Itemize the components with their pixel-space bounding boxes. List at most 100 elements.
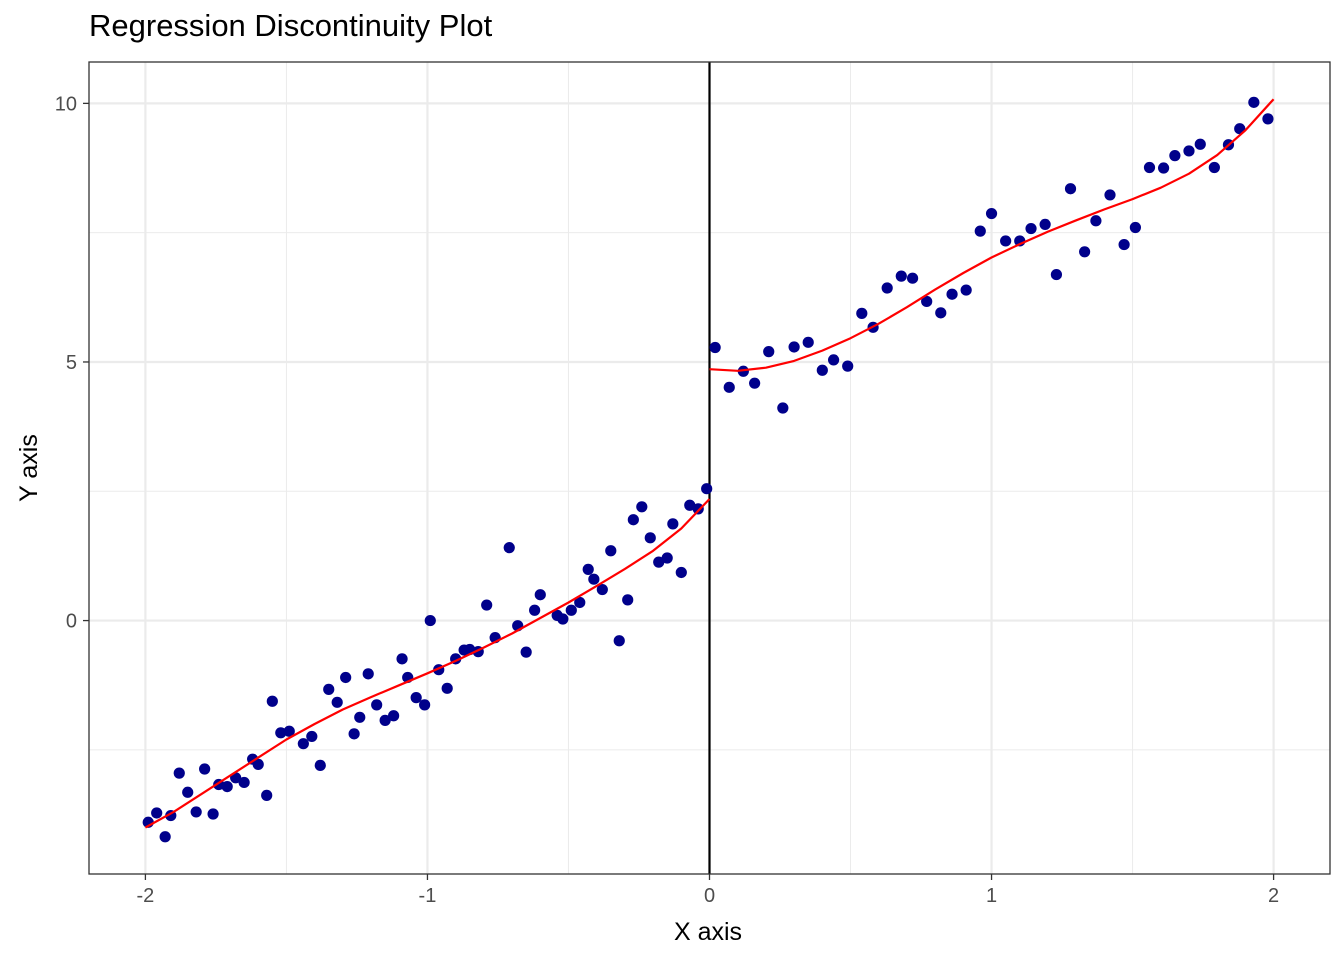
data-point [331, 696, 343, 708]
data-point [1248, 96, 1260, 108]
y-axis-title: Y axis [15, 434, 43, 502]
data-point [763, 346, 775, 358]
fit-line-right [709, 98, 1275, 372]
data-point [1194, 138, 1206, 150]
data-point [1169, 150, 1181, 162]
y-axis-ticks: 0 5 10 [55, 93, 89, 633]
data-point [314, 759, 326, 771]
data-point [1079, 246, 1091, 258]
data-point [557, 613, 569, 625]
data-point [441, 682, 453, 694]
fit-line-left [144, 498, 711, 829]
data-point [605, 545, 617, 557]
data-point [1104, 189, 1116, 201]
data-point [424, 614, 436, 627]
data-point [419, 699, 431, 711]
data-point [636, 501, 648, 513]
data-point [379, 714, 391, 726]
x-axis-title: X axis [674, 918, 742, 946]
data-point [974, 225, 986, 237]
data-point [261, 789, 273, 801]
data-point [1025, 222, 1037, 235]
data-point [1262, 113, 1274, 125]
data-point [371, 699, 383, 711]
y-tick-label: 5 [66, 352, 77, 374]
x-tick-label: 1 [986, 885, 997, 907]
fit-lines [144, 98, 1275, 829]
data-point [238, 776, 250, 789]
data-point [1000, 235, 1012, 247]
data-point [388, 710, 400, 722]
data-point [173, 767, 185, 779]
x-tick-label: -2 [137, 885, 155, 907]
data-point [935, 307, 947, 319]
data-point [802, 336, 814, 348]
data-point [881, 282, 893, 294]
data-point [199, 763, 211, 775]
chart-title: Regression Discontinuity Plot [89, 8, 493, 43]
data-point [354, 711, 366, 723]
data-point [582, 563, 594, 575]
data-point [684, 499, 696, 511]
data-point [667, 518, 679, 530]
data-point [574, 596, 586, 609]
data-point [627, 514, 639, 526]
data-point [207, 808, 219, 820]
data-point [661, 552, 673, 564]
data-point [266, 695, 278, 707]
data-point [653, 556, 665, 568]
data-point [1129, 221, 1141, 234]
data-point [596, 583, 608, 596]
data-point [520, 646, 532, 658]
data-point [1183, 145, 1195, 157]
data-point [1050, 268, 1063, 281]
data-point [895, 270, 907, 282]
data-point [252, 758, 264, 770]
data-point [221, 780, 233, 793]
data-point [362, 668, 374, 680]
data-point [182, 786, 194, 798]
data-point [396, 653, 408, 665]
data-point [190, 806, 202, 818]
x-tick-label: 0 [704, 885, 715, 907]
x-axis-ticks: -2 -1 0 1 2 [137, 874, 1279, 907]
data-point [788, 341, 800, 353]
data-point [692, 503, 704, 515]
data-point [828, 354, 840, 366]
x-tick-label: -1 [419, 885, 437, 907]
data-point [529, 604, 541, 616]
data-point [816, 364, 828, 376]
data-point [275, 727, 287, 739]
y-tick-label: 10 [55, 93, 77, 115]
data-point [348, 728, 360, 740]
data-point [159, 831, 171, 843]
data-point [1039, 218, 1051, 230]
data-point [323, 683, 335, 695]
data-point [921, 295, 933, 308]
data-point [588, 573, 600, 585]
data-point [675, 566, 687, 579]
data-point [622, 594, 634, 606]
data-point [283, 725, 295, 737]
data-point [565, 604, 577, 616]
data-point [1064, 183, 1077, 195]
data-points [142, 96, 1274, 843]
data-point [723, 381, 735, 393]
data-point [534, 589, 546, 601]
x-tick-label: 2 [1268, 885, 1279, 907]
data-point [985, 207, 998, 220]
data-point [503, 542, 515, 554]
data-point [410, 692, 422, 704]
data-point [1118, 238, 1130, 251]
data-point [1090, 215, 1102, 227]
data-point [1208, 161, 1220, 174]
data-point [709, 341, 721, 354]
data-point [749, 377, 761, 389]
data-point [151, 807, 163, 819]
data-point [306, 730, 318, 743]
data-point [481, 599, 493, 611]
data-point [340, 671, 352, 684]
data-point [613, 635, 625, 647]
data-point [960, 284, 972, 296]
